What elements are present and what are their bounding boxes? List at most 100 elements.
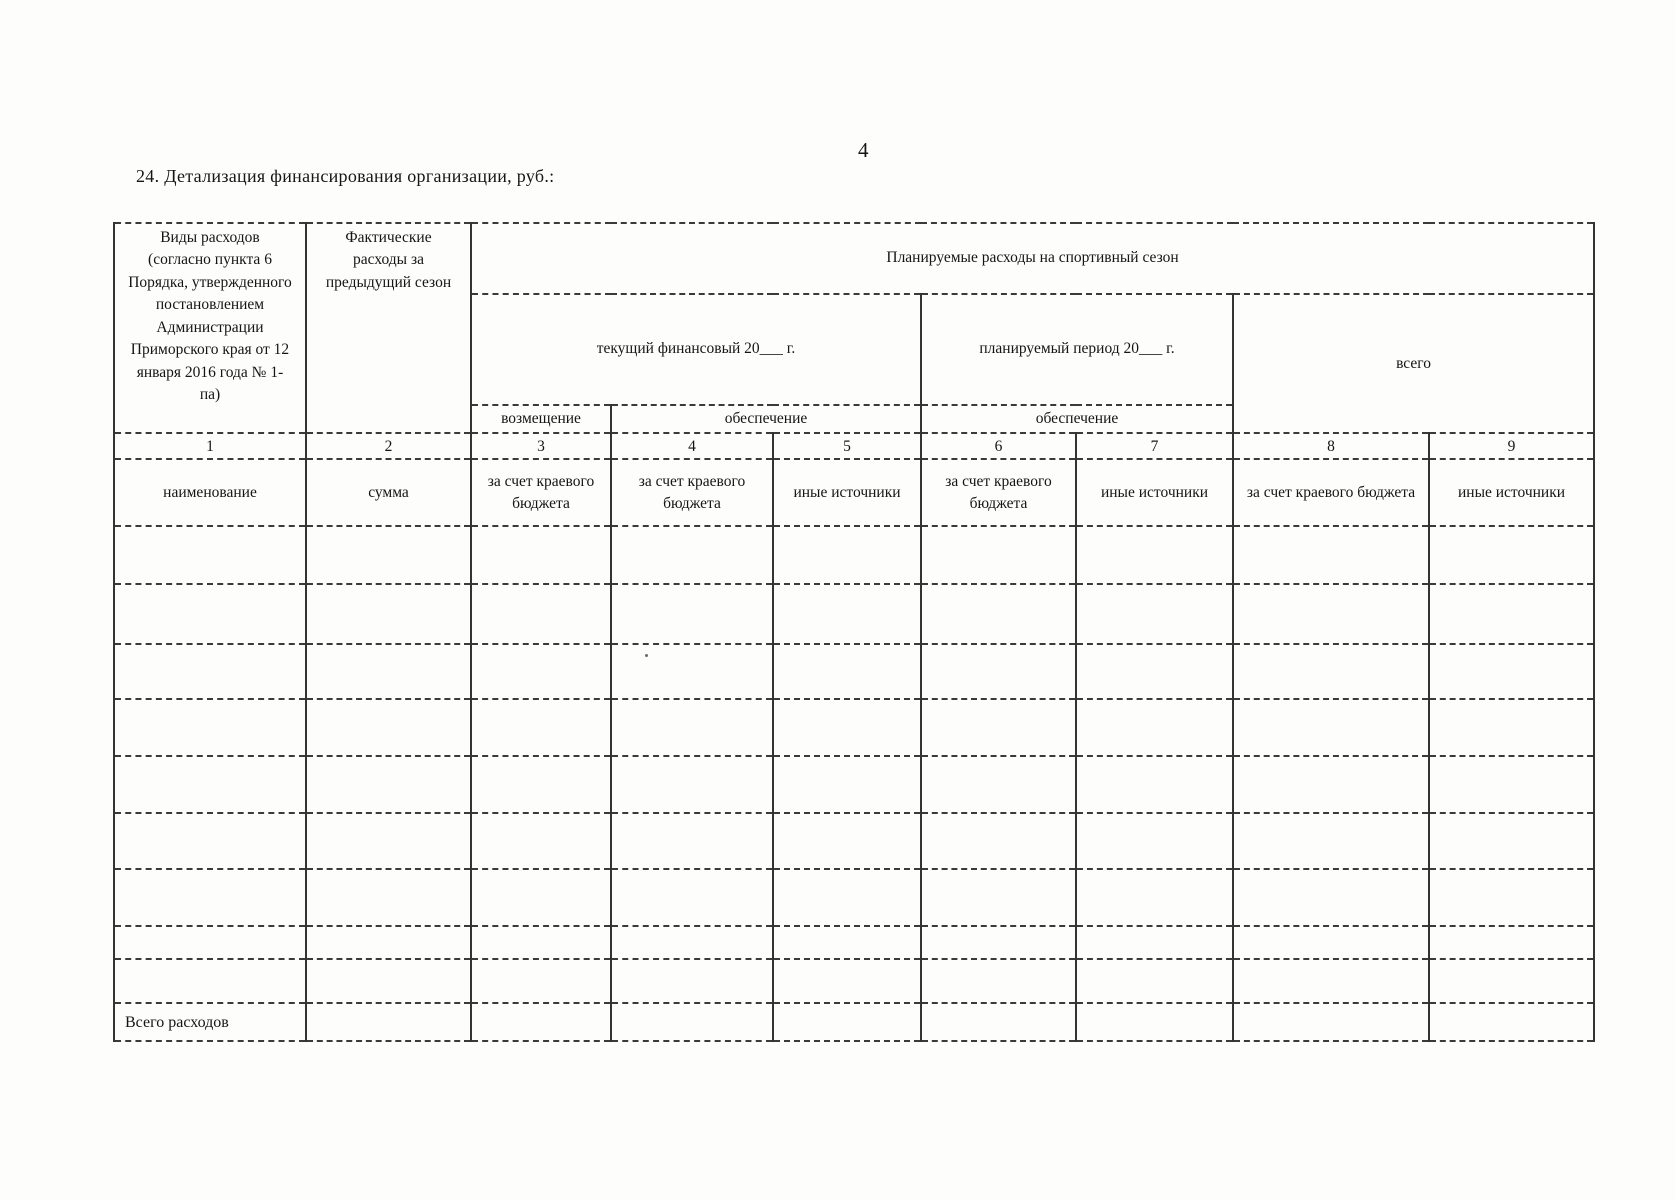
empty-cell <box>920 583 1077 646</box>
empty-cell <box>772 755 922 815</box>
empty-cell <box>610 812 774 871</box>
empty-cell <box>470 643 612 701</box>
column-label-regional-budget: за счет краевого бюджета <box>610 458 774 528</box>
header-reimbursement: возмещение <box>470 403 612 435</box>
empty-cell <box>470 925 612 961</box>
empty-cell <box>305 812 472 871</box>
section-title: 24. Детализация финансирования организац… <box>136 166 555 186</box>
empty-cell <box>920 925 1077 961</box>
column-number: 4 <box>610 432 774 461</box>
empty-cell <box>1075 958 1234 1005</box>
header-actual-expenses: Фактические расходы за предыдущий сезон <box>305 221 472 435</box>
header-row-3: возмещение обеспечение обеспечение <box>114 403 1594 435</box>
header-planned-expenses: Планируемые расходы на спортивный сезон <box>469 222 1596 295</box>
empty-cell <box>113 525 307 586</box>
empty-cell <box>1075 1002 1234 1043</box>
empty-cell <box>772 925 922 961</box>
empty-cell <box>113 925 307 961</box>
empty-cell <box>1232 925 1430 961</box>
table-row <box>113 812 1596 871</box>
empty-cell <box>1232 698 1430 758</box>
empty-cell <box>920 698 1077 758</box>
empty-cell <box>1427 698 1596 758</box>
empty-cell <box>1427 643 1596 701</box>
empty-cell <box>305 698 472 758</box>
table-row <box>113 643 1596 701</box>
empty-cell <box>470 698 612 758</box>
empty-cell <box>1427 583 1596 646</box>
column-label-regional-budget: за счет краевого бюджета <box>920 458 1077 528</box>
column-label-regional-budget: за счет краевого бюджета <box>470 458 612 528</box>
table-row <box>113 525 1596 586</box>
empty-cell <box>113 958 307 1005</box>
empty-cell <box>610 643 774 701</box>
empty-cell <box>1427 1002 1596 1043</box>
table-row <box>113 698 1596 758</box>
empty-cell <box>1232 868 1430 928</box>
empty-cell <box>470 812 612 871</box>
empty-cell <box>305 868 472 928</box>
empty-cell <box>305 958 472 1005</box>
empty-cell <box>1075 583 1234 646</box>
column-number: 3 <box>470 432 612 461</box>
empty-cell <box>1427 812 1596 871</box>
empty-cell <box>470 868 612 928</box>
header-provision-current: обеспечение <box>610 403 922 435</box>
empty-cell <box>1427 525 1596 586</box>
table-row <box>113 958 1596 1005</box>
empty-cell <box>470 1002 612 1043</box>
empty-cell <box>305 925 472 961</box>
page-number: 4 <box>858 138 869 162</box>
column-label-row: наименование сумма за счет краевого бюдж… <box>113 458 1596 528</box>
empty-cell <box>470 958 612 1005</box>
empty-cell <box>610 525 774 586</box>
empty-cell <box>470 583 612 646</box>
column-number: 9 <box>1427 432 1596 461</box>
empty-cell <box>772 958 922 1005</box>
empty-cell <box>1232 643 1430 701</box>
column-label-other-sources: иные источники <box>1075 458 1234 528</box>
table-row <box>113 868 1596 928</box>
empty-cell <box>305 643 472 701</box>
empty-cell <box>772 868 922 928</box>
header-row-2: текущий финансовый 20___ г. планируемый … <box>114 292 1596 435</box>
empty-cell <box>772 1002 922 1043</box>
empty-cell <box>305 525 472 586</box>
column-number: 1 <box>113 432 307 461</box>
empty-cell <box>610 868 774 928</box>
table-row <box>113 925 1596 961</box>
empty-cell <box>113 643 307 701</box>
header-expense-types: Виды расходов (согласно пункта 6 Порядка… <box>113 221 307 435</box>
header-provision-planned: обеспечение <box>920 403 1234 435</box>
empty-cell <box>1232 583 1430 646</box>
empty-cell <box>772 643 922 701</box>
empty-cell <box>1075 812 1234 871</box>
empty-cell <box>1427 755 1596 815</box>
empty-cell <box>1075 698 1234 758</box>
empty-cell <box>113 868 307 928</box>
empty-cell <box>470 525 612 586</box>
empty-cell <box>920 525 1077 586</box>
empty-cell <box>1232 755 1430 815</box>
empty-cell <box>920 755 1077 815</box>
empty-cell <box>1075 643 1234 701</box>
empty-cell <box>1427 925 1596 961</box>
empty-cell <box>920 958 1077 1005</box>
empty-cell <box>1075 868 1234 928</box>
header-total: всего <box>1231 292 1596 435</box>
empty-cell <box>1232 812 1430 871</box>
empty-cell <box>305 755 472 815</box>
table-row <box>113 755 1596 815</box>
empty-cell <box>610 925 774 961</box>
column-number: 6 <box>920 432 1077 461</box>
empty-cell <box>772 525 922 586</box>
header-planned-period: планируемый период 20___ г. <box>920 293 1234 406</box>
column-number-row: 1 2 3 4 5 6 7 8 9 <box>113 432 1596 461</box>
header-current-financial-year: текущий финансовый 20___ г. <box>470 293 922 406</box>
column-label-other-sources: иные источники <box>772 458 922 528</box>
empty-cell <box>1427 868 1596 928</box>
empty-cell <box>772 583 922 646</box>
column-label-sum: сумма <box>305 458 472 528</box>
header-row-1: Виды расходов (согласно пункта 6 Порядка… <box>113 221 1596 435</box>
